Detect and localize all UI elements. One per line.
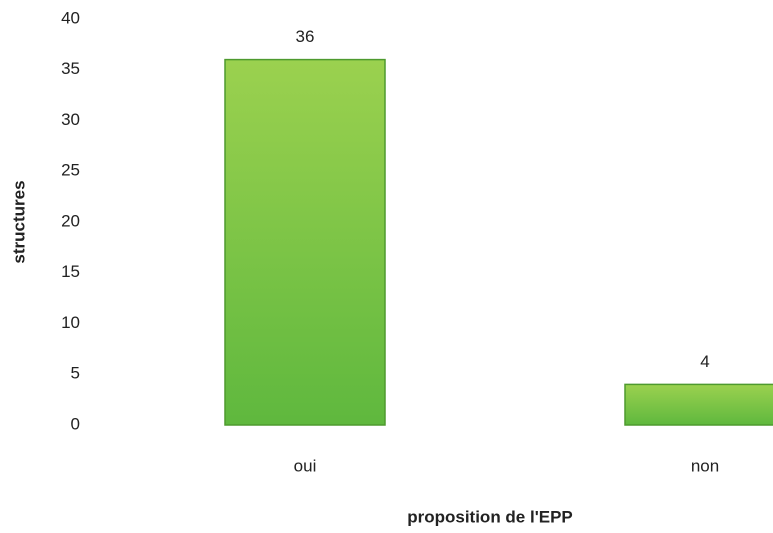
y-axis-title: structures [9, 180, 28, 263]
y-tick-label: 5 [71, 364, 80, 383]
y-tick-label: 15 [61, 262, 80, 281]
data-label: 4 [700, 352, 709, 371]
y-tick-label: 20 [61, 211, 80, 230]
x-tick-label: non [691, 456, 719, 475]
y-tick-label: 35 [61, 59, 80, 78]
y-tick-label: 30 [61, 110, 80, 129]
x-tick-label: oui [294, 456, 317, 475]
y-tick-label: 10 [61, 313, 80, 332]
bar [224, 58, 386, 426]
y-tick-label: 0 [71, 414, 80, 433]
y-tick-label: 25 [61, 161, 80, 180]
y-tick-label: 40 [61, 8, 80, 27]
x-axis-title: proposition de l'EPP [407, 507, 573, 526]
data-label: 36 [296, 27, 315, 46]
bar [624, 383, 773, 426]
